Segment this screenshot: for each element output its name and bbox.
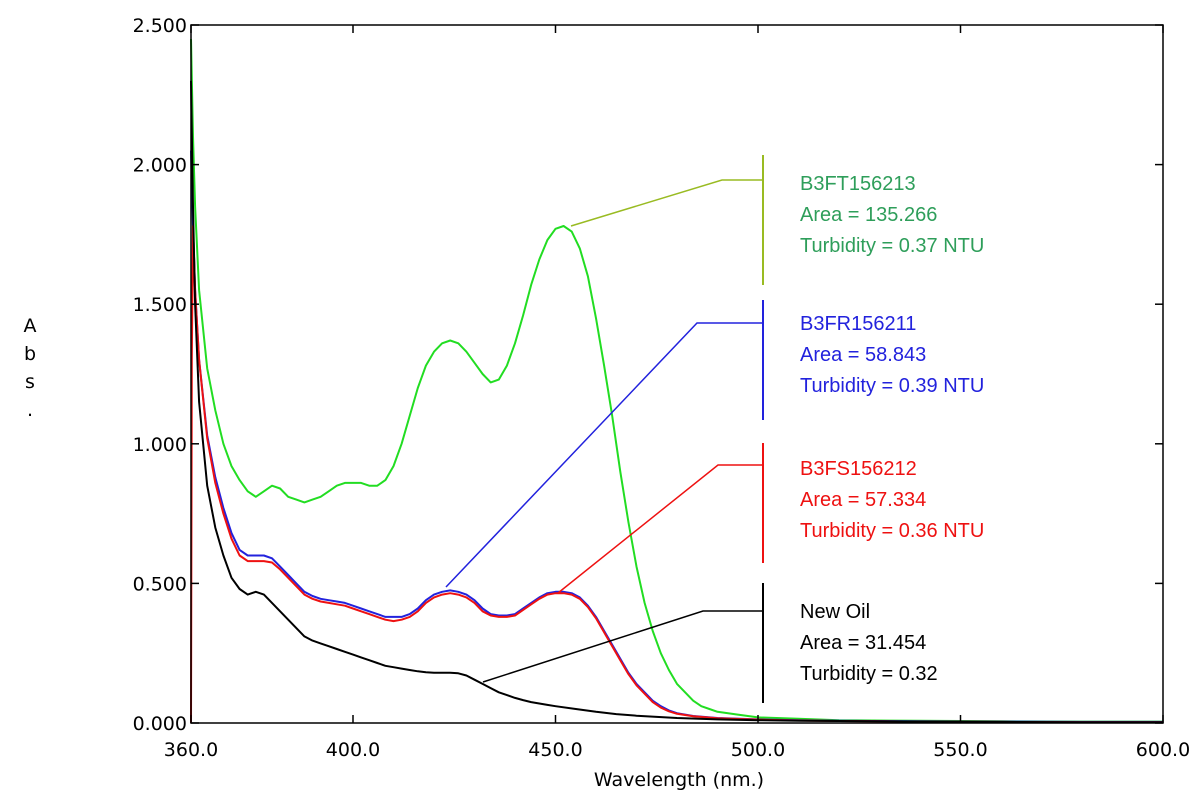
y-axis-title: Abs. [24,315,37,421]
x-tick-label: 400.0 [326,739,380,761]
y-axis-title-char: b [24,343,36,365]
annotation-text: Turbidity = 0.36 NTU [800,520,984,542]
plot-frame [190,24,1164,724]
y-axis-title-char: s [25,371,35,393]
series-line-b3fr156211 [190,150,1163,723]
annotation-text: Turbidity = 0.37 NTU [800,235,984,257]
annotation-box [770,445,1090,563]
series-line-new-oil [190,80,1163,724]
annotation-text: B3FS156212 [800,458,917,480]
y-tick-label: 0.000 [133,713,187,735]
annotation-text: Area = 31.454 [800,632,926,654]
annotation-no: New Oil Area = 31.454 Turbidity = 0.32 [482,582,1070,703]
annotation-text: Area = 58.843 [800,344,926,366]
x-tick-label: 500.0 [731,739,785,761]
y-tick-label: 1.000 [133,434,187,456]
annotation-leader-line [445,322,763,588]
ticks-layer: 360.0 400.0 450.0 500.0 550.0 600.0 0.000 0.500… [133,15,1191,761]
x-tick-label: 600.0 [1136,739,1190,761]
annotation-leader-line [570,179,763,227]
series-line-b3ft156213 [190,38,1163,723]
annotation-leader-line [557,464,763,594]
annotation-text: Turbidity = 0.39 NTU [800,375,984,397]
series-line-b3fs156212 [190,225,1163,724]
annotation-fr: B3FR156211 Area = 58.843 Turbidity = 0.39 … [445,298,1118,588]
y-tick-label: 2.500 [133,15,187,37]
annotation-text: B3FT156213 [800,173,916,195]
annotation-text: New Oil [800,601,870,623]
annotation-box [770,298,1118,408]
annotation-fs: B3FS156212 Area = 57.334 Turbidity = 0.36 … [557,443,1090,594]
y-tick-label: 2.000 [133,155,187,177]
x-tick-label: 550.0 [933,739,987,761]
annotation-text: Turbidity = 0.32 [800,663,938,685]
annotation-text: B3FR156211 [800,313,916,335]
y-axis-title-char: . [27,399,33,421]
y-tick-label: 0.500 [133,573,187,595]
x-axis-title: Wavelength (nm.) [594,769,764,791]
annotation-leader-line [482,610,763,683]
annotation-layer: B3FT156213 Area = 135.266 Turbidity = 0.37… [445,155,1118,703]
annotation-text: Area = 135.266 [800,204,937,226]
x-tick-label: 360.0 [164,739,218,761]
annotation-box [770,163,1080,281]
annotation-ft: B3FT156213 Area = 135.266 Turbidity = 0.37… [570,155,1080,285]
annotation-box [770,582,1070,700]
x-tick-label: 450.0 [528,739,582,761]
series-layer [190,38,1163,724]
y-tick-label: 1.500 [133,294,187,316]
annotation-text: Area = 57.334 [800,489,926,511]
y-axis-title-char: A [24,315,37,337]
